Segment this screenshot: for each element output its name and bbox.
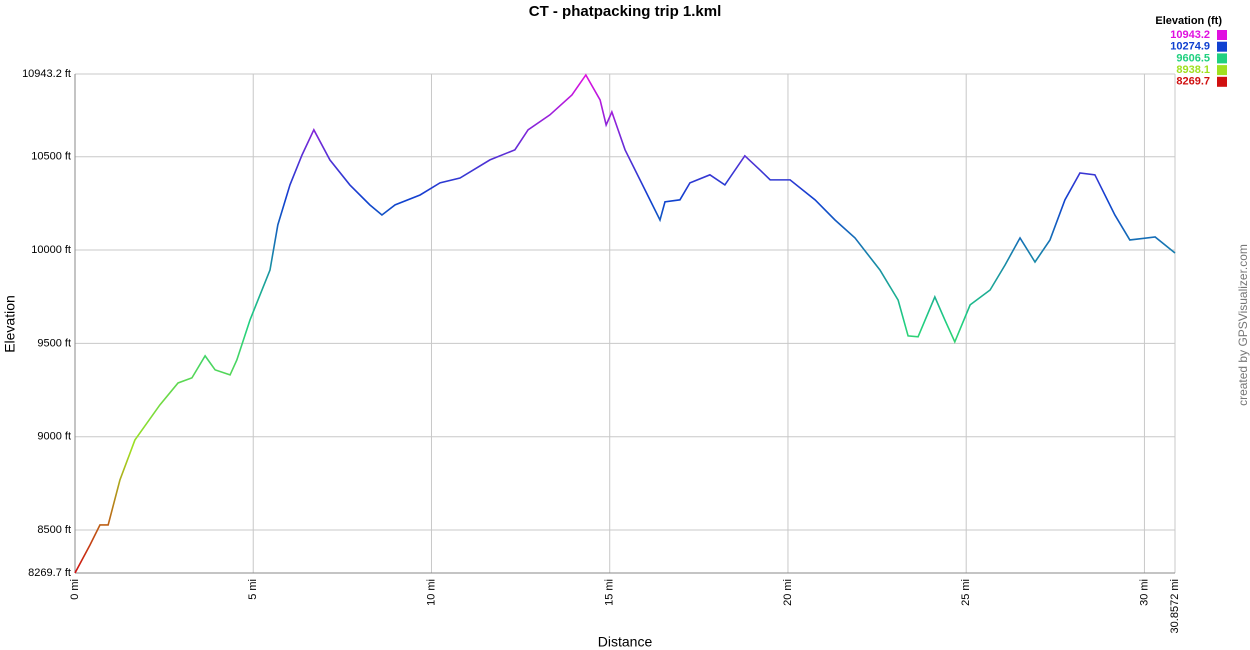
legend-swatch xyxy=(1217,76,1227,87)
legend-swatch xyxy=(1217,41,1227,52)
x-tick-label: 20 mi xyxy=(782,579,794,606)
legend-swatch xyxy=(1217,65,1227,76)
y-tick-label: 9500 ft xyxy=(37,337,71,349)
x-tick-label: 30.8572 mi xyxy=(1169,579,1181,633)
y-axis-label: Elevation xyxy=(2,295,18,353)
y-tick-label: 9000 ft xyxy=(37,431,71,443)
x-tick-label: 25 mi xyxy=(960,579,972,606)
legend-title: Elevation (ft) xyxy=(1155,15,1222,27)
y-tick-label: 10500 ft xyxy=(31,151,71,163)
elevation-line xyxy=(74,73,1176,574)
y-tick-label: 8269.7 ft xyxy=(28,567,71,579)
legend-label: 8938.1 xyxy=(1176,64,1210,76)
chart-title: CT - phatpacking trip 1.kml xyxy=(529,3,722,20)
x-tick-label: 15 mi xyxy=(604,579,616,606)
y-tick-label: 8500 ft xyxy=(37,524,71,536)
x-tick-label: 10 mi xyxy=(425,579,437,606)
x-tick-label: 0 mi xyxy=(69,579,81,600)
y-tick-label: 10000 ft xyxy=(31,244,71,256)
y-tick-label: 10943.2 ft xyxy=(22,68,71,80)
x-axis-label: Distance xyxy=(598,634,653,650)
x-tick-label: 30 mi xyxy=(1138,579,1150,606)
legend-label: 10274.9 xyxy=(1170,41,1210,53)
credit: created by GPSVisualizer.com xyxy=(1236,244,1250,406)
legend-label: 8269.7 xyxy=(1176,76,1210,88)
legend-swatch xyxy=(1217,30,1227,40)
legend-label: 9606.5 xyxy=(1176,52,1210,64)
legend-swatch xyxy=(1217,53,1227,64)
x-tick-label: 5 mi xyxy=(247,579,259,600)
legend-label: 10943.2 xyxy=(1170,29,1210,41)
